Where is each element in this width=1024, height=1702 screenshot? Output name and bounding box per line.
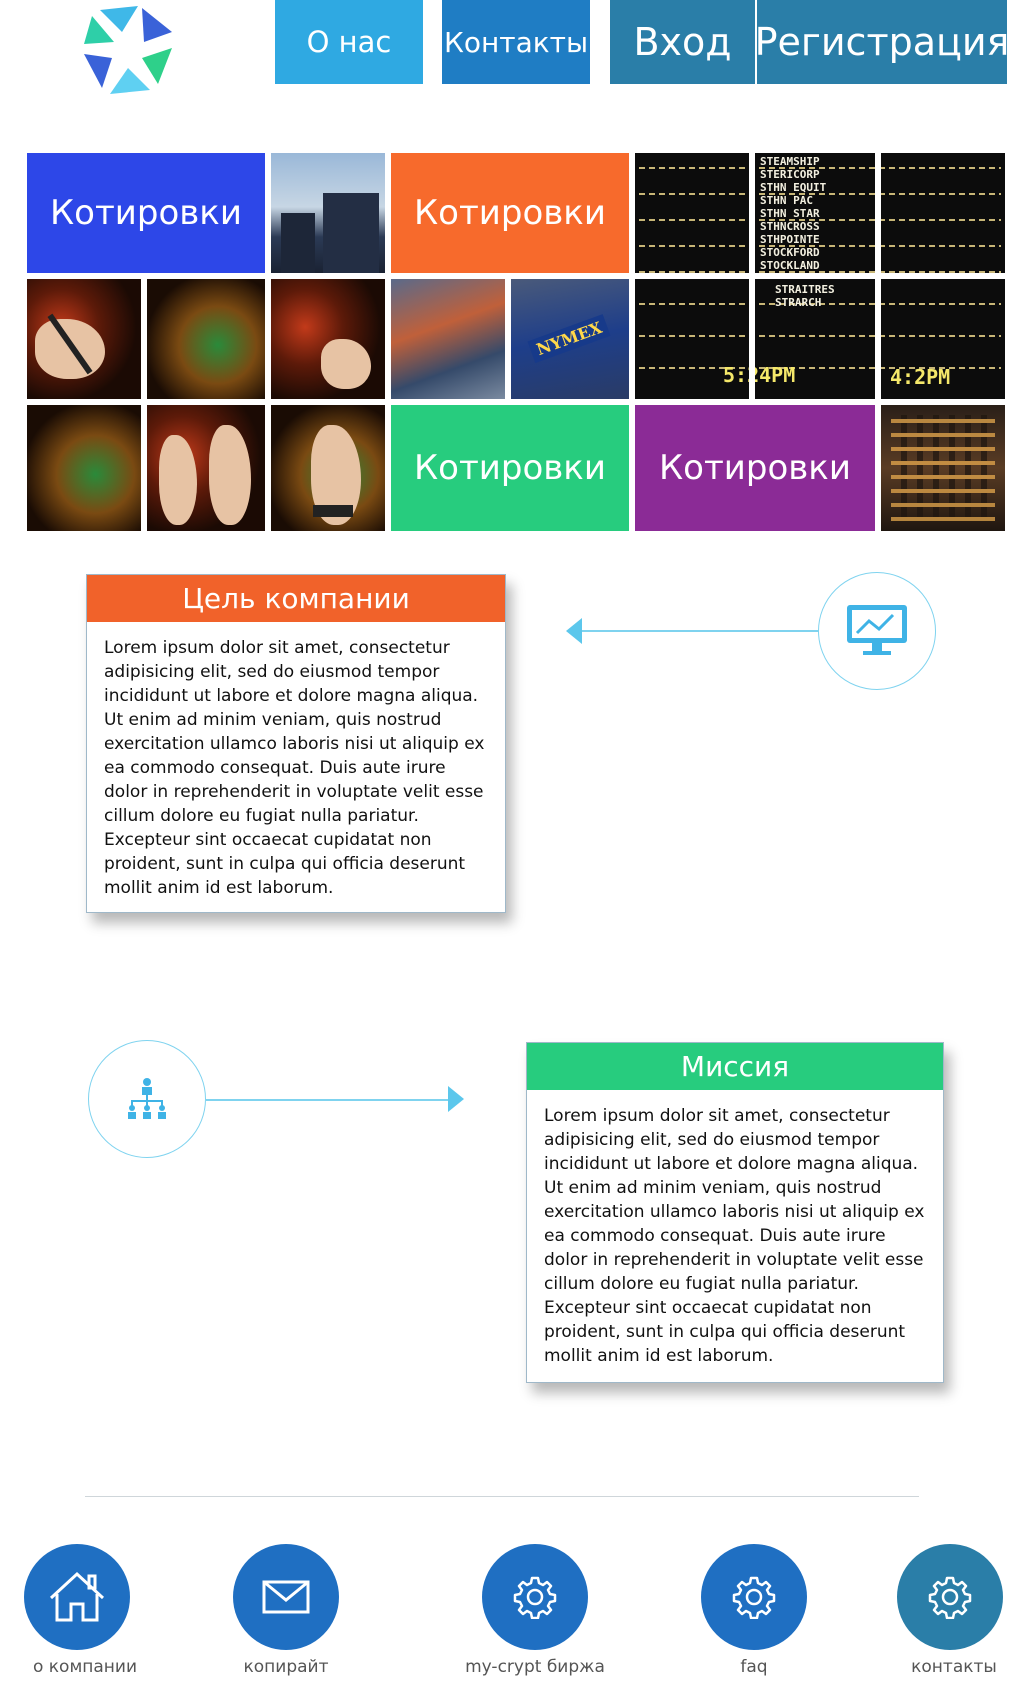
footer-divider [85, 1496, 919, 1497]
company-goal-text: Lorem ipsum dolor sit amet, consectetur … [104, 638, 485, 898]
arrow-right-icon [448, 1086, 464, 1112]
footer-exchange-label[interactable]: my-crypt биржа [465, 1657, 605, 1677]
nav-contacts-button[interactable]: Контакты [442, 0, 590, 84]
footer-contacts-button[interactable] [897, 1544, 1003, 1650]
footer-exchange-button[interactable] [482, 1544, 588, 1650]
clapping-hands-photo [147, 405, 265, 531]
footer-copyright-button[interactable] [233, 1544, 339, 1650]
nymex-photo: NYMEX [511, 279, 629, 399]
arrow-left-icon [566, 618, 582, 644]
star-logo-icon[interactable] [80, 2, 176, 98]
gear-icon [513, 1576, 557, 1619]
screen-photo-left [27, 405, 141, 531]
skyscraper-photo [271, 153, 385, 273]
nav-login-button[interactable]: Вход [610, 0, 755, 84]
company-goal-title: Цель компании [87, 575, 505, 622]
trading-screen-photo [147, 279, 265, 399]
mission-connector-line [206, 1099, 452, 1101]
mission-text: Lorem ipsum dolor sit amet, consectetur … [544, 1106, 925, 1366]
board-clock-1: 5:24PM [723, 363, 796, 387]
footer-faq-label[interactable]: faq [740, 1657, 768, 1677]
hand-pen-photo [27, 279, 141, 399]
hand-watch-photo [271, 405, 385, 531]
org-chart-icon [88, 1040, 206, 1158]
nav-about-button[interactable]: О нас [275, 0, 423, 84]
footer-about-button[interactable] [24, 1544, 130, 1650]
stock-board-photo: STEAMSHIP STERICORP STHN EQUIT STHN PAC … [635, 153, 1005, 399]
board-clock-2: 4:2PM [890, 365, 951, 389]
gear-icon [928, 1576, 972, 1619]
night-building-photo [881, 405, 1005, 531]
gear-icon [732, 1576, 776, 1619]
mission-title: Миссия [527, 1043, 943, 1090]
goal-connector-line [580, 630, 820, 632]
board-ticker-list: STEAMSHIP STERICORP STHN EQUIT STHN PAC … [760, 155, 827, 272]
home-icon [49, 1571, 105, 1622]
footer-copyright-label[interactable]: копирайт [243, 1657, 329, 1677]
company-goal-card: Цель компании Lorem ipsum dolor sit amet… [86, 574, 506, 913]
quotes-tile-purple[interactable]: Котировки [635, 405, 875, 531]
quotes-tile-orange[interactable]: Котировки [391, 153, 629, 273]
footer-faq-button[interactable] [701, 1544, 807, 1650]
hand-screen-photo [271, 279, 385, 399]
monitor-chart-icon [818, 572, 936, 690]
mission-card: Миссия Lorem ipsum dolor sit amet, conse… [526, 1042, 944, 1383]
footer-about-label[interactable]: о компании [32, 1657, 138, 1677]
mail-icon [262, 1580, 310, 1614]
quotes-tile-green[interactable]: Котировки [391, 405, 629, 531]
footer-contacts-label[interactable]: контакты [911, 1657, 997, 1677]
quotes-mosaic: Котировки Котировки STEAMSHIP STERICORP … [27, 153, 1006, 532]
nav-register-button[interactable]: Регистрация [755, 0, 1009, 84]
nymex-sign: NYMEX [527, 313, 611, 364]
trading-floor-photo [391, 279, 505, 399]
board-ticker-list-2: STRAITRES STRARCH [775, 283, 835, 309]
quotes-tile-blue[interactable]: Котировки [27, 153, 265, 273]
